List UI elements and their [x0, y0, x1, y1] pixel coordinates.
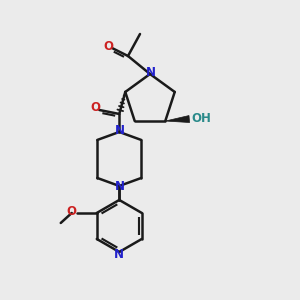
Text: N: N — [114, 248, 124, 262]
Text: O: O — [103, 40, 113, 52]
Text: N: N — [115, 181, 125, 194]
Polygon shape — [165, 116, 190, 122]
Text: O: O — [67, 206, 77, 218]
Text: OH: OH — [191, 112, 211, 124]
Text: O: O — [90, 101, 100, 115]
Text: N: N — [115, 124, 125, 137]
Text: N: N — [146, 65, 156, 79]
